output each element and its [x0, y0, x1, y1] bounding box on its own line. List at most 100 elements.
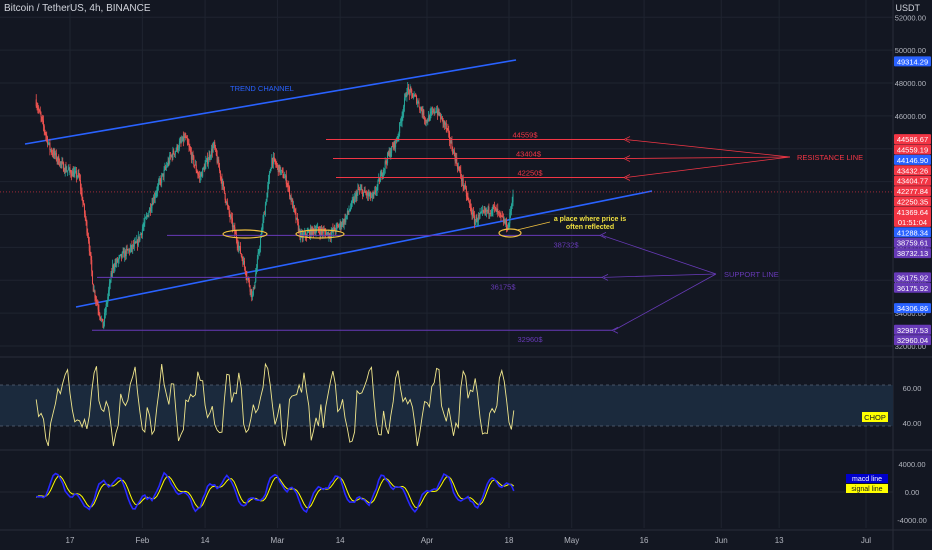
candle-body	[65, 166, 67, 172]
price-tag-label: 32960.04	[897, 336, 928, 345]
candle-body	[354, 196, 356, 203]
candle-body	[482, 210, 484, 212]
candle-body	[335, 225, 337, 232]
candle-body	[294, 209, 296, 213]
candle-body	[400, 121, 402, 123]
candle-body	[215, 147, 217, 149]
candle-body	[211, 148, 213, 157]
candle-body	[315, 230, 317, 234]
candle-body	[102, 319, 104, 328]
candle-body	[318, 230, 320, 232]
candle-body	[128, 249, 130, 252]
candle-body	[58, 156, 60, 165]
candle-body	[91, 260, 93, 272]
candle-body	[105, 304, 107, 313]
candle-body	[207, 160, 209, 164]
candle-body	[465, 188, 467, 197]
candle-body	[415, 95, 417, 97]
support-level-label: 36175$	[490, 282, 516, 291]
candle-body	[67, 170, 69, 172]
candle-body	[222, 182, 224, 186]
candle-body	[172, 150, 174, 158]
candle-body	[416, 96, 418, 104]
candle-body	[191, 153, 193, 160]
price-tag-label: 49314.29	[897, 57, 928, 66]
candle-body	[107, 296, 109, 303]
macd-line	[36, 471, 515, 514]
candle-body	[106, 302, 108, 305]
candle-body	[489, 213, 491, 214]
candle-body	[361, 189, 363, 191]
candle-body	[366, 192, 368, 196]
candle-body	[57, 156, 59, 161]
candle-body	[356, 192, 358, 199]
candle-body	[259, 247, 261, 252]
candle-body	[319, 231, 321, 235]
candle-body	[411, 89, 413, 94]
macd-tick-label: -4000.00	[897, 516, 927, 525]
price-tag-label: 44559.19	[897, 146, 928, 155]
candle-body	[398, 133, 400, 137]
candle-body	[253, 287, 255, 289]
candle-body	[224, 193, 226, 200]
candle-body	[423, 110, 425, 119]
price-tag-countdown: 01:51:04	[898, 218, 927, 227]
candle-body	[227, 202, 229, 206]
candle-body	[371, 194, 373, 197]
candle-body	[434, 111, 436, 113]
candle-body	[459, 169, 461, 171]
candle-body	[385, 161, 387, 163]
time-tick-label: Jun	[715, 536, 728, 545]
candle-body	[233, 225, 235, 228]
candle-body	[78, 173, 80, 176]
candle-body	[456, 157, 458, 165]
candle-body	[104, 312, 106, 323]
candle-body	[235, 233, 237, 235]
candle-body	[357, 189, 359, 193]
candle-body	[502, 216, 504, 218]
candle-body	[280, 169, 282, 171]
candle-body	[154, 195, 156, 199]
candle-body	[496, 209, 498, 212]
candle-body	[117, 259, 119, 262]
chart-title: Bitcoin / TetherUS, 4h, BINANCE	[4, 3, 151, 14]
candle-body	[463, 186, 465, 188]
candle-body	[135, 242, 137, 243]
price-tick-label: 32000.00	[895, 342, 926, 351]
candle-body	[131, 245, 133, 249]
candle-body	[430, 111, 432, 113]
candle-body	[443, 121, 445, 124]
resistance-arrow	[623, 174, 631, 181]
candle-body	[133, 244, 135, 247]
candle-body	[187, 142, 189, 145]
candle-body	[188, 144, 190, 147]
candle-body	[316, 228, 318, 231]
candle-body	[351, 200, 353, 202]
candle-body	[104, 312, 106, 313]
candle-body	[268, 178, 270, 186]
candle-body	[438, 109, 440, 115]
candle-body	[170, 155, 172, 157]
candle-body	[247, 278, 249, 279]
candle-body	[210, 156, 212, 158]
candle-body	[103, 322, 105, 328]
candle-body	[397, 136, 399, 141]
price-tick-label: 52000.00	[895, 13, 926, 22]
candle-body	[116, 259, 118, 264]
resistance-pointer	[625, 156, 791, 178]
candle-body	[309, 231, 311, 237]
candle-body	[260, 237, 262, 248]
price-tag	[894, 206, 931, 227]
candle-body	[480, 212, 482, 214]
reflect-note-text: often reflected	[566, 224, 614, 231]
reflect-zone-ellipse	[295, 229, 345, 239]
candle-body	[157, 186, 159, 192]
candle-body	[420, 107, 422, 111]
candle-body	[325, 232, 327, 236]
candle-body	[497, 209, 499, 212]
candle-body	[418, 101, 420, 107]
candle-body	[285, 175, 287, 184]
price-tag	[894, 175, 931, 186]
candle-body	[490, 212, 492, 214]
candle-body	[355, 194, 357, 199]
